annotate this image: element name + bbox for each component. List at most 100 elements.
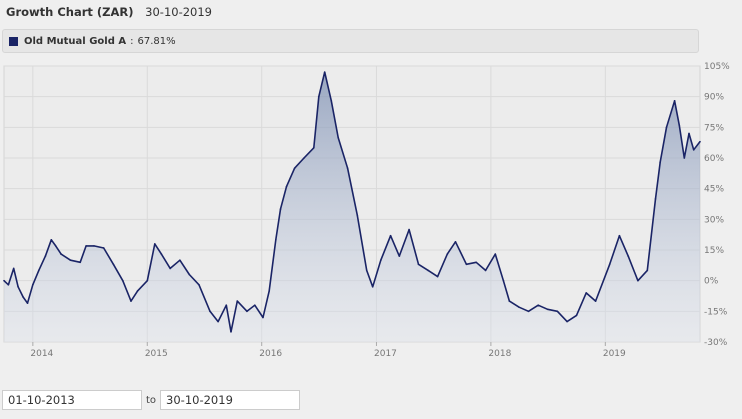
data-point	[293, 167, 296, 170]
data-point	[254, 304, 256, 306]
chart-area: 105% 90% 75% 60% 45% 30% 15% 0% -15% -30% 2014 2015…	[0, 59, 742, 365]
y-tick-label: 90%	[704, 93, 724, 103]
legend-separator: :	[130, 35, 134, 47]
data-point	[154, 243, 156, 245]
date-range: to	[2, 390, 301, 410]
y-tick-label: 15%	[704, 246, 724, 256]
legend-series-name: Old Mutual Gold A	[24, 35, 127, 47]
data-point	[246, 310, 248, 313]
data-point	[268, 290, 271, 292]
data-point	[50, 238, 53, 241]
x-tick-label: 2019	[603, 349, 626, 359]
chart-date: 30-10-2019	[145, 5, 212, 19]
data-point	[209, 310, 211, 313]
data-point	[427, 269, 429, 272]
data-point	[38, 269, 40, 272]
data-point	[380, 259, 382, 262]
data-point	[22, 296, 24, 298]
growth-chart: 105% 90% 75% 60% 45% 30% 15% 0% -15% -30% 2014 2015…	[3, 62, 730, 359]
data-point	[692, 149, 695, 151]
data-point	[217, 320, 219, 323]
from-date-input[interactable]	[2, 390, 142, 410]
data-point	[627, 255, 630, 257]
data-point	[408, 228, 410, 231]
data-point	[285, 185, 288, 188]
y-tick-label: 75%	[704, 123, 724, 133]
data-point	[398, 255, 401, 257]
series-area-fill	[4, 72, 700, 342]
data-point	[54, 245, 57, 247]
data-point	[7, 283, 10, 286]
data-point	[508, 300, 511, 302]
y-tick-label: 30%	[704, 215, 724, 225]
data-point	[673, 99, 676, 102]
data-point	[494, 253, 497, 255]
legend: Old Mutual Gold A : 67.81%	[2, 29, 699, 53]
legend-series-value: 67.81%	[137, 35, 176, 47]
data-point	[26, 302, 29, 304]
data-point	[230, 330, 232, 333]
x-tick-label: 2017	[374, 349, 397, 359]
data-point	[179, 259, 181, 262]
data-point	[454, 241, 457, 243]
data-point	[136, 290, 139, 292]
data-point	[436, 275, 439, 278]
data-point	[608, 263, 611, 266]
data-point	[637, 279, 639, 282]
data-point	[60, 253, 62, 255]
data-point	[389, 234, 392, 237]
y-tick-label: 0%	[704, 277, 719, 287]
data-point	[566, 320, 568, 323]
chart-header: Growth Chart (ZAR) 30-10-2019	[6, 5, 212, 19]
y-tick-label: 60%	[704, 154, 724, 164]
data-point	[303, 157, 305, 159]
data-point	[102, 247, 105, 249]
to-date-input[interactable]	[160, 390, 301, 410]
data-point	[17, 286, 19, 288]
data-point	[169, 267, 171, 270]
data-point	[44, 255, 47, 257]
data-point	[659, 161, 661, 163]
data-point	[475, 261, 477, 264]
y-tick-label: 105%	[704, 62, 730, 72]
data-point	[527, 310, 530, 313]
data-point	[678, 124, 681, 127]
data-point	[275, 238, 277, 241]
data-point	[484, 269, 487, 272]
data-point	[79, 261, 81, 264]
data-point	[130, 300, 132, 302]
data-point	[198, 283, 200, 286]
data-point	[502, 279, 505, 282]
data-point	[323, 71, 326, 73]
data-point	[3, 279, 5, 282]
data-point	[188, 273, 191, 276]
x-tick-label: 2014	[30, 349, 53, 359]
data-point	[236, 300, 239, 302]
data-point	[537, 304, 540, 306]
data-point	[112, 263, 115, 266]
x-tick-label: 2016	[259, 349, 282, 359]
data-point	[122, 279, 124, 282]
data-point	[618, 234, 621, 237]
data-point	[317, 95, 320, 98]
data-point	[688, 132, 690, 135]
y-tick-label: -15%	[704, 307, 728, 317]
data-point	[330, 99, 333, 102]
data-point	[683, 157, 686, 159]
data-point	[665, 126, 668, 129]
data-point	[371, 286, 374, 288]
data-point	[356, 214, 359, 217]
data-point	[85, 245, 87, 247]
y-tick-label: 45%	[704, 185, 724, 195]
data-point	[594, 300, 597, 302]
data-point	[654, 198, 657, 200]
data-point	[446, 253, 449, 255]
data-point	[160, 253, 163, 255]
data-point	[556, 310, 559, 313]
data-point	[518, 306, 520, 309]
data-point	[93, 245, 95, 247]
data-point	[32, 283, 34, 286]
data-point	[699, 140, 701, 143]
data-point	[465, 263, 468, 266]
x-tick-label: 2018	[488, 349, 511, 359]
